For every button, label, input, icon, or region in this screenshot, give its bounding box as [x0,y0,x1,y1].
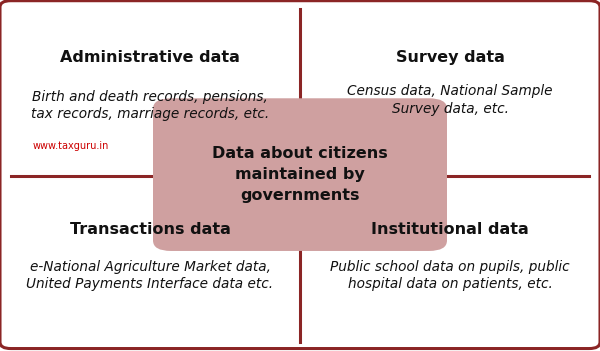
Text: Public school data on pupils, public
hospital data on patients, etc.: Public school data on pupils, public hos… [330,260,570,291]
Text: www.taxguru.in: www.taxguru.in [33,141,109,151]
Text: Data about citizens
maintained by
governments: Data about citizens maintained by govern… [212,146,388,203]
Text: Survey data: Survey data [395,51,505,65]
Text: Transactions data: Transactions data [70,223,230,237]
Text: Birth and death records, pensions,
tax records, marriage records, etc.: Birth and death records, pensions, tax r… [31,90,269,121]
Text: Administrative data: Administrative data [60,51,240,65]
FancyBboxPatch shape [153,98,447,251]
Text: e-National Agriculture Market data,
United Payments Interface data etc.: e-National Agriculture Market data, Unit… [26,260,274,291]
Text: Institutional data: Institutional data [371,223,529,237]
Text: Census data, National Sample
Survey data, etc.: Census data, National Sample Survey data… [347,84,553,116]
